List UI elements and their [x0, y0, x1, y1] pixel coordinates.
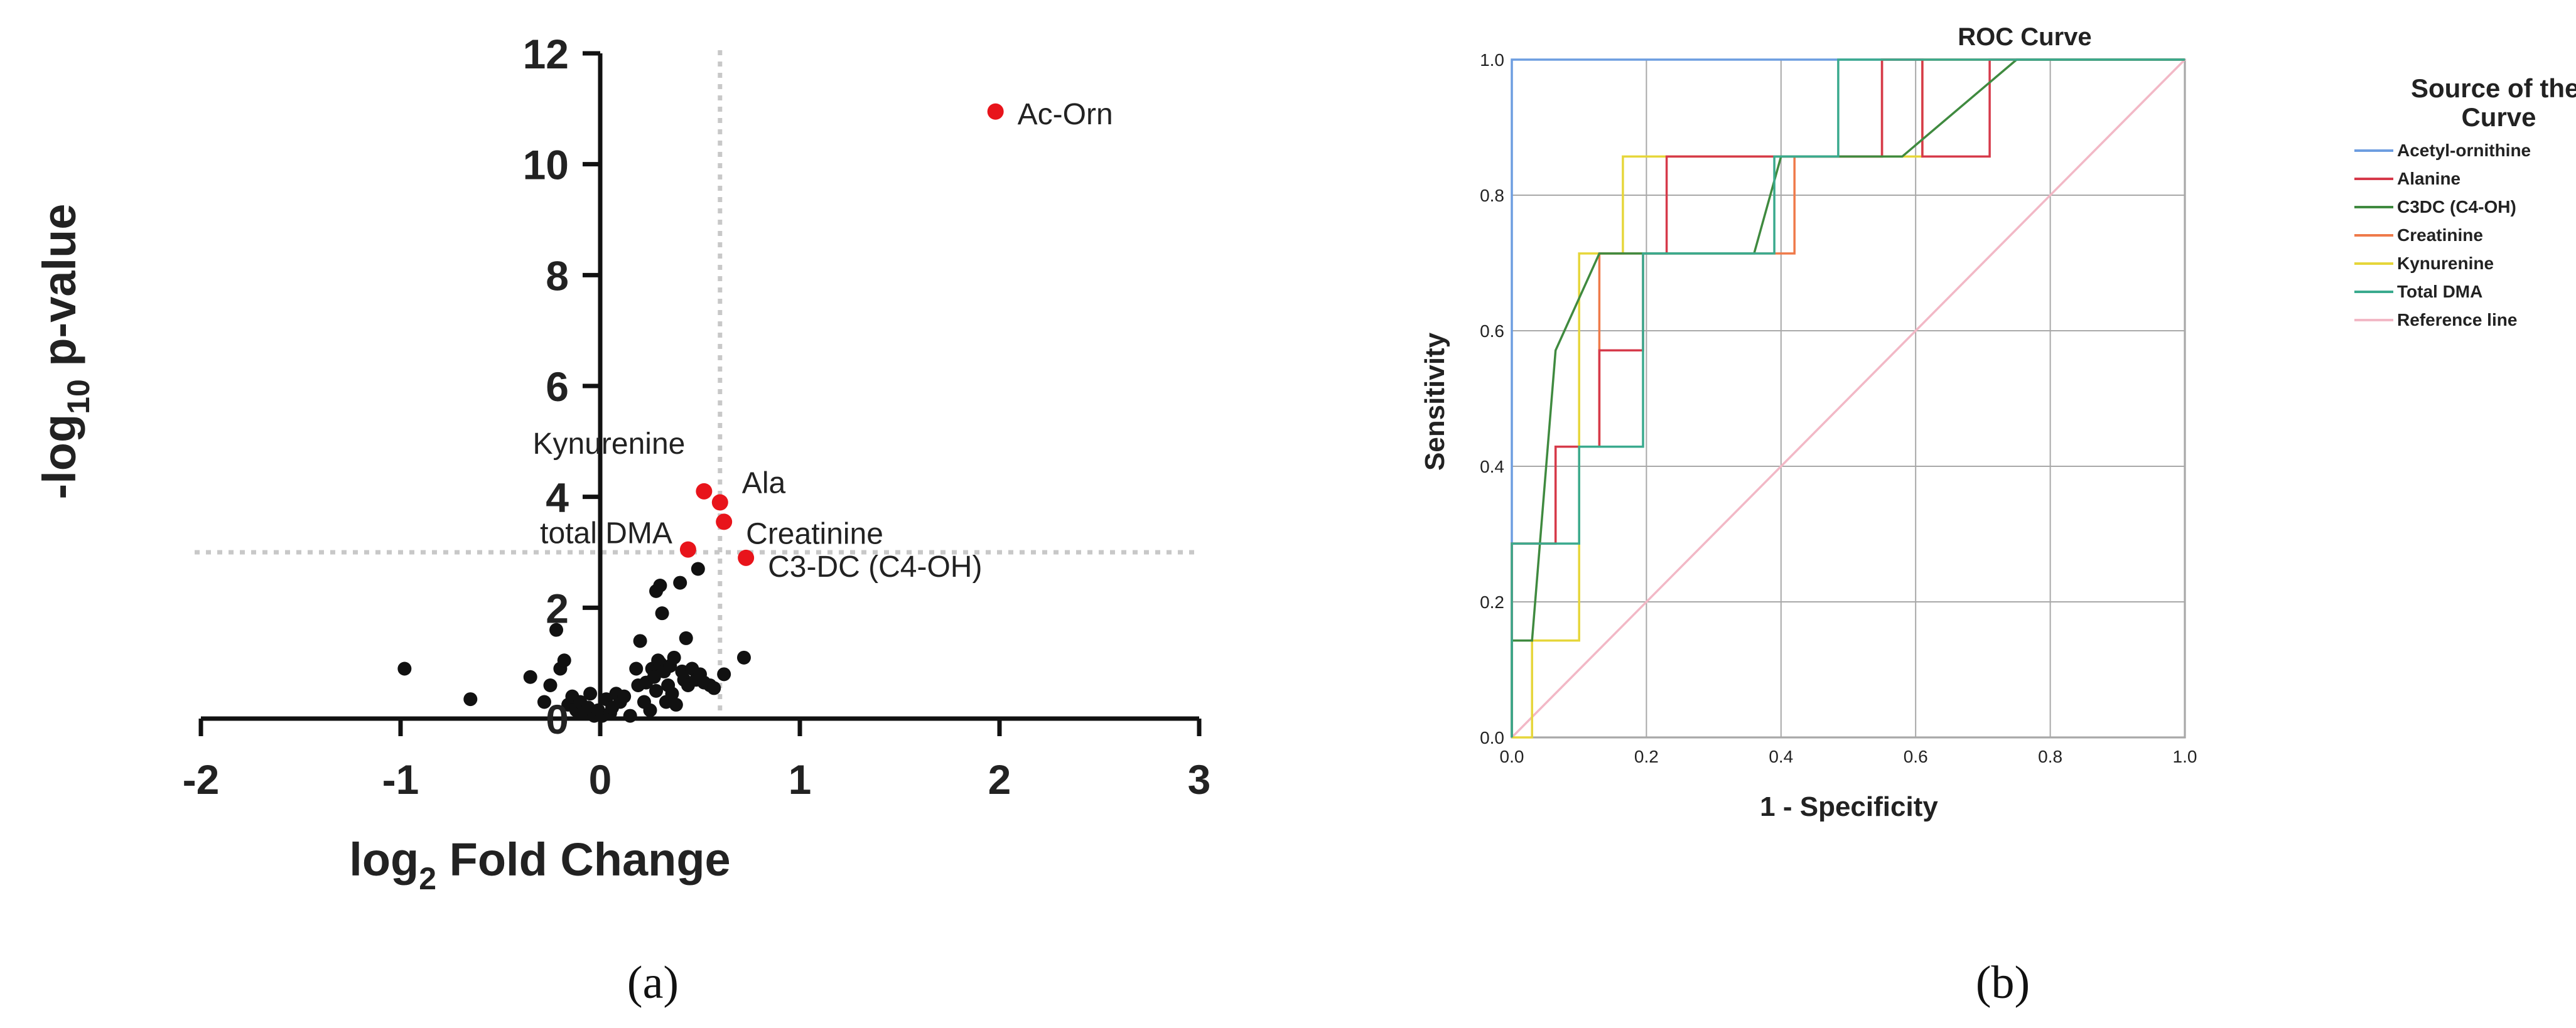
y-tick-label: 0	[546, 696, 569, 742]
roc-ticks: 0.0 0.2 0.4 0.6 0.8 1.0 0.0 0.2 0.4 0.6 0.8 1.0	[1480, 50, 2197, 766]
roc-title: ROC Curve	[1958, 23, 2091, 51]
threshold-lines	[195, 50, 1199, 719]
volcano-y-axis-label: -log10 p-value	[33, 204, 96, 500]
roc-y-axis-label: Sensitivity	[1420, 332, 1450, 471]
data-point	[667, 650, 681, 665]
significant-point	[711, 494, 728, 511]
data-point	[537, 695, 551, 709]
y-tick-label: 2	[546, 585, 569, 631]
roc-y-tick-label: 0.0	[1480, 728, 1504, 747]
data-point	[523, 670, 537, 684]
point-label: C3-DC (C4-OH)	[768, 550, 982, 584]
y-tick-label: 4	[546, 474, 569, 521]
data-point	[691, 562, 705, 576]
legend-title-line-1: Source of the	[2411, 73, 2576, 103]
roc-y-tick-label: 1.0	[1480, 50, 1504, 70]
roc-x-tick-label: 0.8	[2038, 747, 2062, 766]
volcano-axes	[201, 53, 1199, 721]
data-point	[653, 579, 667, 592]
point-label: Kynurenine	[533, 427, 686, 461]
roc-plot: ROC Curve 0.0 0.2 0.4 0.6 0.8 1.0 0.0 0.2 0.4 0.6…	[1420, 23, 2576, 1009]
roc-legend: Source of the Curve Acetyl-ornithine Alan…	[2354, 73, 2576, 329]
data-point	[665, 687, 679, 701]
roc-y-tick-label: 0.8	[1480, 186, 1504, 205]
x-tick-label: -2	[183, 756, 220, 803]
significant-point	[738, 549, 755, 566]
legend-item-label: Reference line	[2397, 310, 2517, 329]
legend-title: Source of the Curve	[2411, 73, 2576, 132]
data-point	[707, 681, 721, 695]
roc-x-tick-label: 1.0	[2173, 747, 2197, 766]
roc-x-tick-label: 0.4	[1769, 747, 1793, 766]
x-tick-label: -1	[382, 756, 419, 803]
data-point	[643, 703, 657, 717]
volcano-points	[397, 562, 751, 723]
y-tick-label: 8	[546, 252, 569, 299]
data-point	[543, 678, 558, 692]
roc-x-tick-label: 0.0	[1500, 747, 1524, 766]
significant-point	[987, 103, 1004, 120]
data-point	[633, 634, 647, 648]
point-label: Ala	[742, 467, 786, 500]
legend-item-label: Alanine	[2397, 169, 2460, 188]
data-point	[397, 661, 412, 676]
data-point	[736, 650, 751, 665]
volcano-plot: Ac-Orn Kynurenine Ala Creatinine total DMA C3…	[33, 31, 1210, 1009]
data-point	[679, 631, 693, 645]
panel-label-b: (b)	[1976, 957, 2030, 1009]
significant-point	[716, 513, 733, 530]
data-point	[649, 683, 664, 698]
roc-y-tick-label: 0.6	[1480, 321, 1504, 341]
x-tick-label: 0	[589, 756, 612, 803]
x-tick-label: 1	[789, 756, 812, 803]
legend-item-label: Total DMA	[2397, 282, 2482, 301]
point-label: total DMA	[540, 517, 672, 550]
roc-series	[1511, 58, 2186, 739]
roc-series-line	[1511, 58, 2186, 739]
data-point	[463, 692, 478, 707]
y-tick-label: 6	[546, 363, 569, 410]
data-point	[617, 689, 632, 704]
legend-item-label: C3DC (C4-OH)	[2397, 197, 2516, 217]
data-point	[623, 709, 637, 723]
point-label: Ac-Orn	[1018, 98, 1113, 131]
legend-item-label: Creatinine	[2397, 225, 2483, 245]
legend-item-label: Acetyl-ornithine	[2397, 141, 2531, 160]
data-point	[583, 687, 598, 701]
roc-x-tick-label: 0.6	[1904, 747, 1928, 766]
roc-x-tick-label: 0.2	[1634, 747, 1659, 766]
data-point	[669, 697, 683, 712]
x-tick-label: 2	[988, 756, 1011, 803]
volcano-x-axis-label: log2 Fold Change	[349, 833, 730, 896]
data-point	[673, 576, 687, 590]
data-point	[557, 653, 571, 668]
legend-title-line-2: Curve	[2461, 102, 2536, 132]
data-point	[629, 661, 644, 676]
data-point	[717, 667, 731, 682]
data-point	[655, 606, 669, 621]
roc-y-tick-label: 0.4	[1480, 457, 1504, 476]
y-tick-label: 12	[523, 31, 569, 77]
significant-point	[696, 483, 713, 500]
significant-points: Ac-Orn Kynurenine Ala Creatinine total DMA C3…	[533, 98, 1113, 584]
x-tick-label: 3	[1188, 756, 1211, 803]
y-tick-label: 10	[523, 142, 569, 188]
significant-point	[679, 541, 696, 558]
panel-label-a: (a)	[627, 957, 679, 1009]
roc-y-tick-label: 0.2	[1480, 592, 1504, 612]
roc-series-line	[1511, 58, 2185, 737]
point-label: Creatinine	[746, 517, 883, 550]
roc-x-axis-label: 1 - Specificity	[1760, 791, 1938, 822]
data-point	[549, 623, 564, 637]
legend-item-label: Kynurenine	[2397, 254, 2494, 273]
